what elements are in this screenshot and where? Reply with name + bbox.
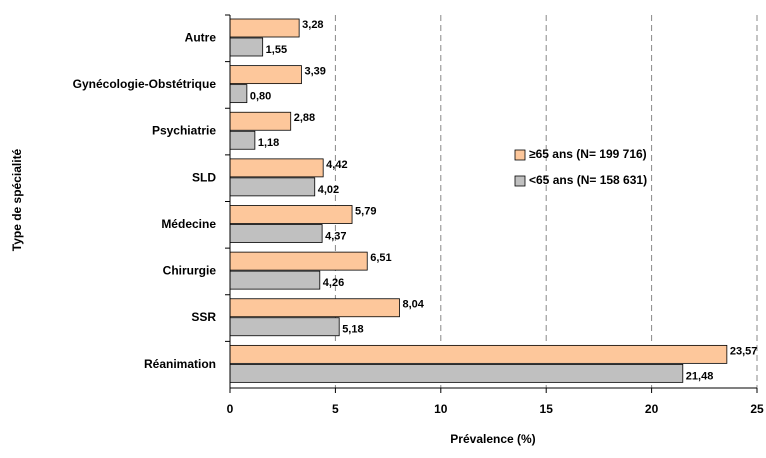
x-tick-label: 25 [750,402,764,416]
data-label: 3,28 [302,19,323,31]
data-label: 0,80 [250,91,271,103]
data-label: 21,48 [686,370,714,382]
x-axis-label: Prévalence (%) [450,432,535,446]
y-axis-label: Type de spécialité [10,148,24,251]
bar [229,130,256,150]
y-tick-label: Gynécologie-Obstétrique [73,77,217,91]
bar [229,205,353,224]
data-label: 23,57 [730,345,758,357]
data-label: 4,37 [325,230,346,242]
bar [229,37,264,57]
bar [229,251,368,271]
x-tick-label: 10 [434,402,448,416]
x-tick-label: 5 [332,402,339,416]
bar [229,158,324,178]
bar [229,18,300,38]
data-label: 5,79 [355,205,376,217]
data-label: 4,42 [326,159,347,171]
bar [229,363,684,383]
bar [229,344,728,364]
y-tick-label: SSR [191,310,216,324]
data-label: 3,39 [304,66,325,78]
data-label: 2,88 [294,112,315,124]
data-label: 6,51 [370,252,391,264]
data-label: 1,18 [258,137,279,149]
y-tick-label: Chirurgie [163,264,217,278]
bar [229,177,316,197]
x-tick-label: 15 [540,402,554,416]
legend-swatch [514,149,526,161]
y-tick-label: Psychiatrie [152,124,216,138]
bar [229,111,292,131]
bar [229,65,302,85]
y-tick-label: SLD [192,170,216,184]
legend-swatch [514,175,526,187]
data-label: 5,18 [342,324,363,336]
bar [229,317,340,337]
legend-label: <65 ans (N= 158 631) [529,173,647,187]
data-label: 8,04 [402,299,424,311]
y-tick-label: Autre [185,30,217,44]
x-tick-label: 0 [227,402,234,416]
x-tick-label: 20 [645,402,659,416]
legend-label: ≥65 ans (N= 199 716) [529,147,647,161]
bar [229,84,248,104]
y-tick-label: Médecine [161,217,216,231]
bar [229,224,323,243]
bar [229,298,400,318]
bar [229,270,321,290]
data-label: 1,55 [266,44,287,56]
y-tick-label: Réanimation [144,357,216,371]
data-label: 4,02 [318,184,339,196]
data-label: 4,26 [323,277,344,289]
